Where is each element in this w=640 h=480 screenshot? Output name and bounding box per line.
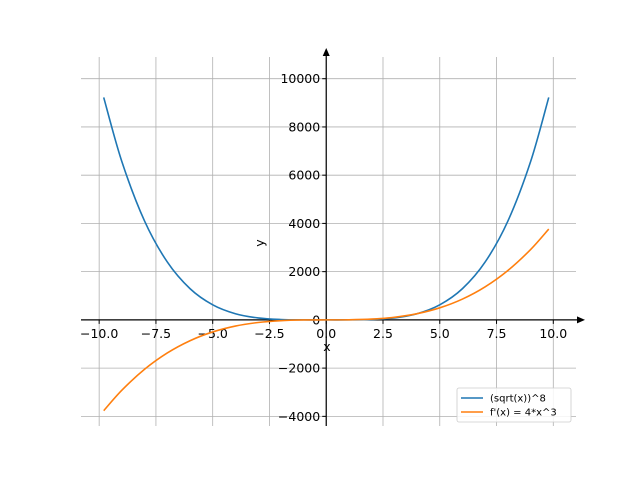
y-tick-label: 4000 xyxy=(288,216,320,231)
series-lines xyxy=(102,97,550,412)
y-axis-label: y xyxy=(252,239,267,247)
x-tick-label: −10.0 xyxy=(80,326,118,341)
x-tick-label: 0.0 xyxy=(316,326,336,341)
legend-box xyxy=(456,387,572,423)
legend-entry: f'(x) = 4*x^3 xyxy=(490,408,557,419)
y-tick-label: 6000 xyxy=(288,168,320,183)
x-axis-label: x xyxy=(323,339,330,354)
tick-labels: −10.0 −7.5 −5.0 −2.5 0.0 2.5 5.0 7.5 10.0−4000−2… xyxy=(80,71,567,424)
x-tick-label: 2.5 xyxy=(373,326,393,341)
axes xyxy=(81,48,585,426)
y-tick-label: 10000 xyxy=(280,71,320,86)
y-tick-label: 8000 xyxy=(288,119,320,134)
x-tick-label: −2.5 xyxy=(254,326,284,341)
y-tick-label: −2000 xyxy=(278,361,320,376)
legend: (sqrt(x))^8 f'(x) = 4*x^3 xyxy=(456,387,572,423)
x-tick-label: 10.0 xyxy=(539,326,567,341)
y-tick-label: −4000 xyxy=(278,409,320,424)
legend-entry: (sqrt(x))^8 xyxy=(490,394,546,405)
x-tick-label: 7.5 xyxy=(487,326,507,341)
x-axis-arrow-icon xyxy=(577,316,585,324)
series-line-2 xyxy=(103,228,550,412)
y-axis-arrow-icon xyxy=(322,48,330,56)
x-tick-label: 5.0 xyxy=(430,326,450,341)
x-tick-label: −7.5 xyxy=(141,326,171,341)
y-tick-label: 2000 xyxy=(288,264,320,279)
